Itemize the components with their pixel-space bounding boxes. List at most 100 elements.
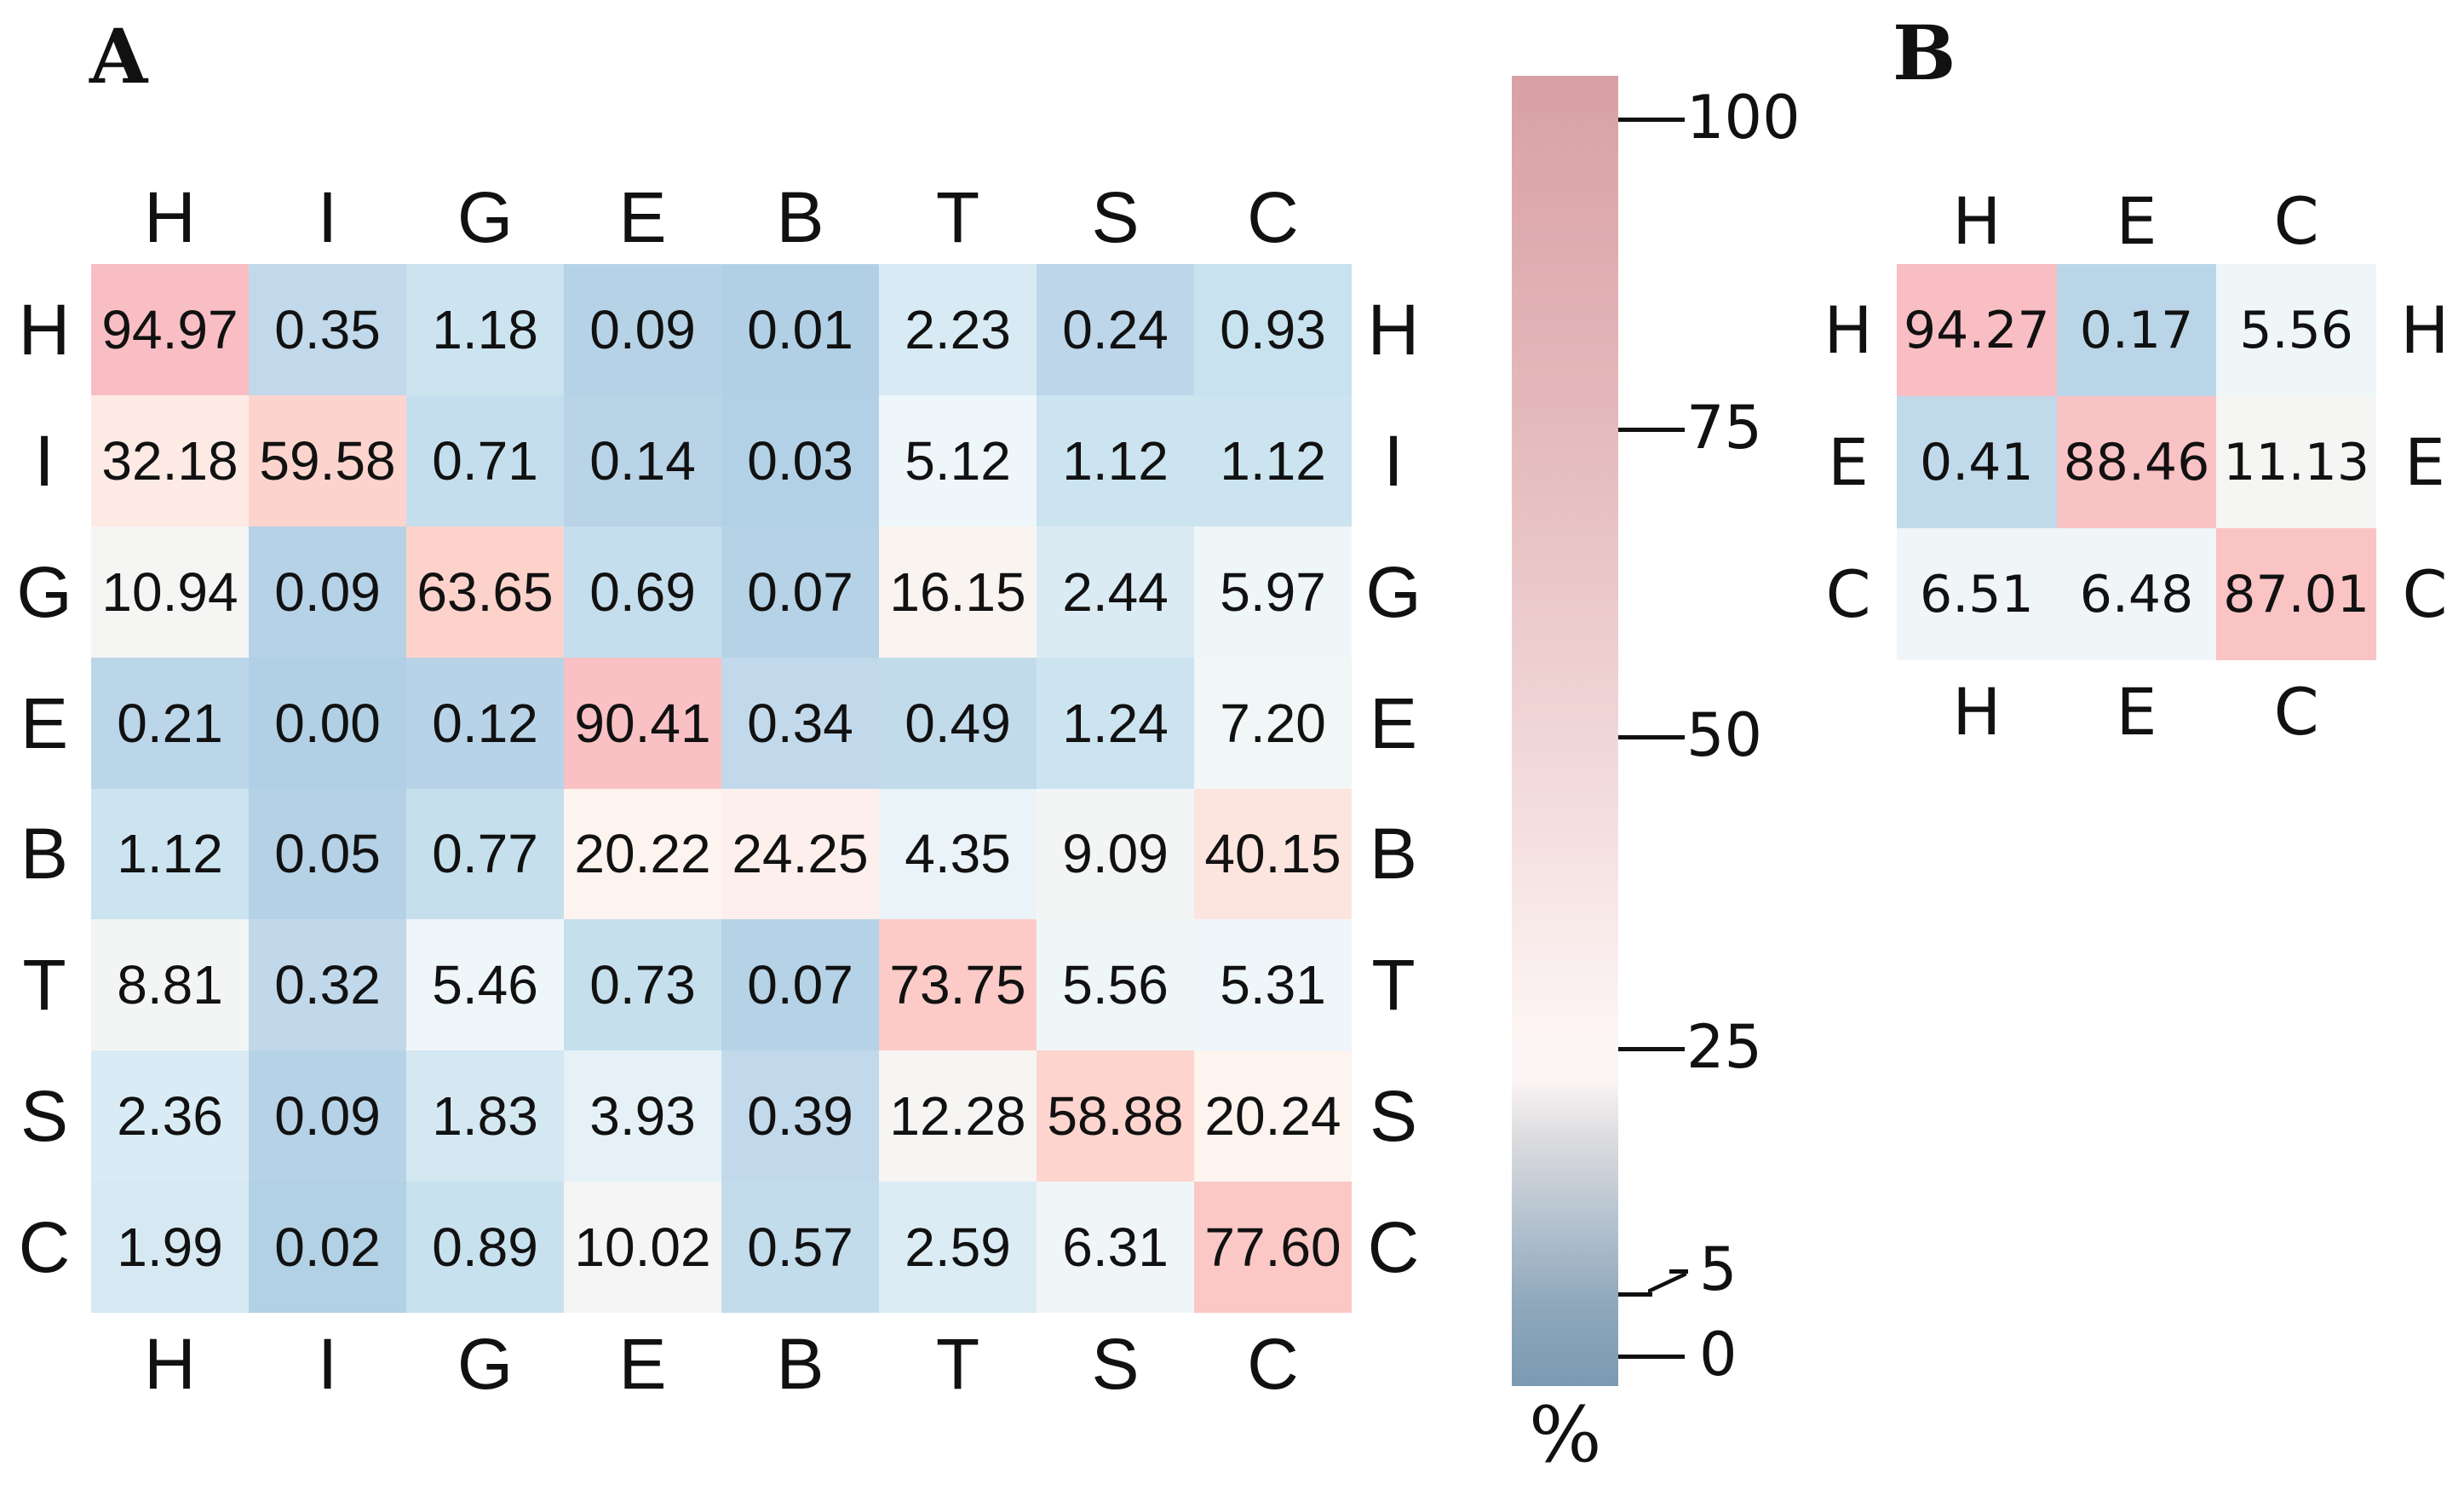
heatmap-cell: 0.09 [249, 526, 406, 658]
row-label-left: E [20, 682, 69, 763]
heatmap-cell: 5.56 [2216, 264, 2376, 396]
row-label-right: E [2404, 423, 2446, 500]
heatmap-cell: 9.09 [1037, 788, 1194, 920]
row-label-right: G [1365, 551, 1422, 632]
heatmap-cell: 6.48 [2056, 528, 2217, 660]
col-label-top: H [1952, 183, 2002, 259]
heatmap-cell: 11.13 [2216, 396, 2376, 528]
heatmap-cell: 10.94 [91, 526, 249, 658]
colorbar-tick-label: 50 [1686, 700, 1763, 770]
row-label-right: B [1369, 814, 1418, 895]
colorbar [1512, 76, 1618, 1386]
heatmap-cell: 90.41 [564, 657, 721, 789]
row-label-left: S [20, 1076, 69, 1157]
heatmap-cell: 0.07 [721, 526, 879, 658]
heatmap-cell: 0.21 [91, 657, 249, 789]
col-label-bottom: S [1091, 1324, 1140, 1404]
row-label-right: S [1369, 1076, 1418, 1157]
heatmap-cell: 6.31 [1037, 1182, 1194, 1313]
heatmap-cell: 2.44 [1037, 526, 1194, 658]
heatmap-cell: 0.73 [564, 919, 721, 1051]
col-label-top: E [618, 177, 667, 257]
col-label-top: E [2116, 183, 2157, 259]
colorbar-tick-kink [1669, 1269, 1688, 1274]
colorbar-tick-label: 5 [1699, 1234, 1737, 1304]
heatmap-cell: 5.12 [879, 394, 1037, 526]
colorbar-tick [1618, 118, 1685, 122]
colorbar-tick-label: 100 [1686, 83, 1801, 152]
panel-b-label: B [1893, 9, 1956, 97]
row-label-right: E [1369, 682, 1418, 763]
col-label-top: I [317, 177, 338, 257]
heatmap-cell: 20.22 [564, 788, 721, 920]
heatmap-cell: 88.46 [2056, 396, 2217, 528]
heatmap-cell: 1.12 [1194, 394, 1352, 526]
col-label-bottom: C [2273, 674, 2319, 750]
row-label-right: C [2402, 555, 2448, 632]
heatmap-cell: 73.75 [879, 919, 1037, 1051]
row-label-right: T [1371, 945, 1416, 1026]
col-label-bottom: H [144, 1324, 196, 1404]
col-label-top: B [776, 177, 824, 257]
panel-a-label: A [89, 12, 148, 101]
panel-b-heatmap: 94.27 0.17 5.56 0.41 88.46 11.13 6.51 6.48 87.01 [1897, 264, 2376, 660]
colorbar-tick-kink [1648, 1271, 1686, 1294]
col-label-bottom: B [776, 1324, 824, 1404]
col-label-top: H [144, 177, 196, 257]
heatmap-cell: 0.07 [721, 919, 879, 1051]
heatmap-cell: 1.99 [91, 1182, 249, 1313]
col-label-bottom: T [935, 1324, 980, 1404]
heatmap-cell: 5.46 [406, 919, 564, 1051]
heatmap-cell: 8.81 [91, 919, 249, 1051]
heatmap-cell: 0.77 [406, 788, 564, 920]
heatmap-cell: 1.24 [1037, 657, 1194, 789]
heatmap-cell: 0.09 [564, 264, 721, 395]
colorbar-tick [1618, 1292, 1652, 1297]
col-label-bottom: E [618, 1324, 667, 1404]
heatmap-cell: 32.18 [91, 394, 249, 526]
heatmap-cell: 94.97 [91, 264, 249, 395]
heatmap-cell: 0.32 [249, 919, 406, 1051]
heatmap-cell: 0.69 [564, 526, 721, 658]
heatmap-cell: 0.71 [406, 394, 564, 526]
row-label-right: I [1383, 420, 1404, 501]
heatmap-cell: 0.01 [721, 264, 879, 395]
heatmap-cell: 2.36 [91, 1050, 249, 1182]
heatmap-cell: 20.24 [1194, 1050, 1352, 1182]
colorbar-tick [1618, 1355, 1685, 1359]
heatmap-cell: 0.35 [249, 264, 406, 395]
heatmap-cell: 0.02 [249, 1182, 406, 1313]
colorbar-tick-label: 75 [1686, 393, 1763, 463]
col-label-top: C [2273, 183, 2319, 259]
heatmap-cell: 12.28 [879, 1050, 1037, 1182]
col-label-bottom: G [457, 1324, 514, 1404]
colorbar-tick-label: 0 [1699, 1320, 1737, 1389]
heatmap-cell: 2.23 [879, 264, 1037, 395]
heatmap-cell: 0.34 [721, 657, 879, 789]
heatmap-cell: 87.01 [2216, 528, 2376, 660]
row-label-left: C [18, 1207, 71, 1288]
col-label-bottom: I [317, 1324, 338, 1404]
heatmap-cell: 6.51 [1897, 528, 2057, 660]
row-label-left: T [22, 945, 66, 1026]
heatmap-cell: 2.59 [879, 1182, 1037, 1313]
heatmap-cell: 5.31 [1194, 919, 1352, 1051]
heatmap-cell: 1.12 [1037, 394, 1194, 526]
heatmap-cell: 0.57 [721, 1182, 879, 1313]
col-label-bottom: H [1952, 674, 2002, 750]
panel-a-heatmap: 94.97 0.35 1.18 0.09 0.01 2.23 0.24 0.93 32.18 59… [91, 264, 1352, 1313]
row-label-left: H [1824, 291, 1873, 368]
row-label-right: H [1367, 289, 1420, 370]
heatmap-cell: 1.83 [406, 1050, 564, 1182]
heatmap-cell: 0.12 [406, 657, 564, 789]
heatmap-cell: 59.58 [249, 394, 406, 526]
heatmap-cell: 0.09 [249, 1050, 406, 1182]
heatmap-cell: 16.15 [879, 526, 1037, 658]
heatmap-cell: 94.27 [1897, 264, 2057, 396]
heatmap-cell: 0.00 [249, 657, 406, 789]
col-label-bottom: C [1247, 1324, 1299, 1404]
col-label-top: S [1091, 177, 1140, 257]
heatmap-cell: 0.05 [249, 788, 406, 920]
col-label-top: G [457, 177, 514, 257]
row-label-left: B [20, 814, 69, 895]
